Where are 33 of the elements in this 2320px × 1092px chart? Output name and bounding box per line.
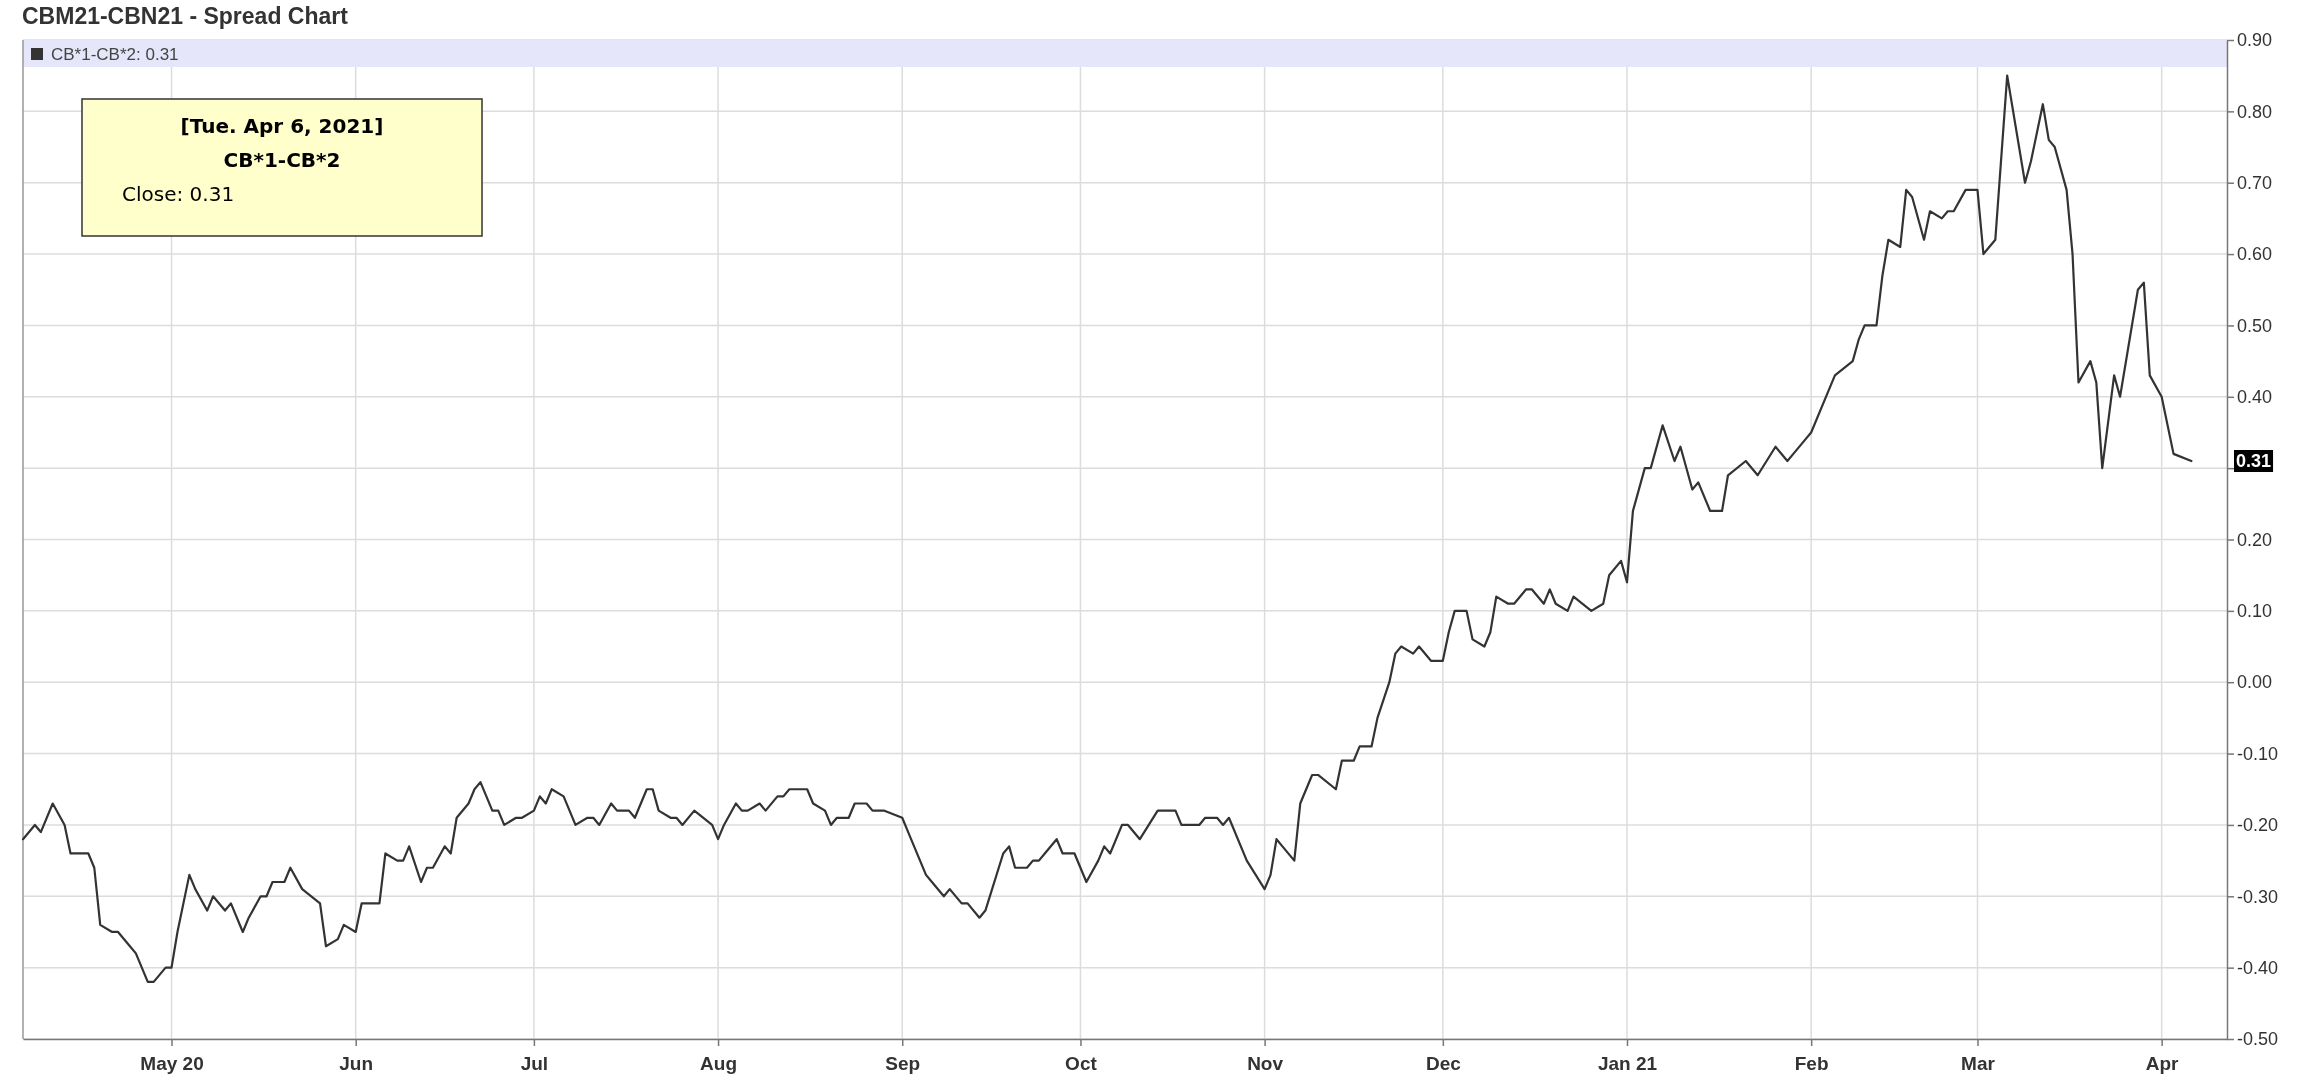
x-tick-label: Sep	[885, 1052, 921, 1074]
y-tick-label: 0.20	[2237, 529, 2273, 550]
y-tick-label: 0.50	[2237, 315, 2273, 336]
annotation: CB*1-CB*2	[223, 148, 341, 172]
annotation: [Tue. Apr 6, 2021]	[180, 114, 384, 138]
x-tick-label: Jun	[339, 1052, 374, 1074]
line-series	[21, 74, 2193, 984]
y-tick-label: -0.50	[2237, 1029, 2279, 1050]
x-tick-label: Jan 21	[1597, 1052, 1658, 1074]
x-tick-label: Nov	[1247, 1052, 1284, 1074]
x-tick-label: Dec	[1425, 1052, 1462, 1074]
y-tick-label: 0.10	[2237, 601, 2273, 622]
y-tick-label: 0.90	[2237, 30, 2273, 51]
x-tick-label: May 20	[140, 1052, 204, 1074]
annotation: Close: 0.31	[122, 182, 235, 206]
x-tick-label: Feb	[1794, 1052, 1829, 1074]
x-tick-label: Apr	[2145, 1052, 2180, 1074]
y-tick-label: 0.70	[2237, 172, 2273, 193]
y-tick-label: -0.40	[2237, 957, 2279, 978]
text: 0.31	[2236, 451, 2272, 472]
x-tick-label: Aug	[700, 1052, 738, 1074]
x-tick-label: Mar	[1961, 1052, 1996, 1074]
x-tick-label: Oct	[1065, 1052, 1098, 1074]
y-tick-label: -0.10	[2237, 743, 2279, 764]
y-tick-label: -0.20	[2237, 815, 2279, 836]
y-tick-label: 0.40	[2237, 387, 2273, 408]
chart-title: CBM21-CBN21 - Spread Chart	[22, 3, 349, 29]
y-tick-label: -0.30	[2237, 886, 2279, 907]
y-tick-label: 0.60	[2237, 244, 2273, 265]
x-tick-label: Jul	[520, 1052, 549, 1074]
legend-label: CB*1-CB*2: 0.31	[51, 45, 179, 64]
y-tick-label: 0.80	[2237, 101, 2273, 122]
y-tick-label: 0.00	[2237, 672, 2273, 693]
